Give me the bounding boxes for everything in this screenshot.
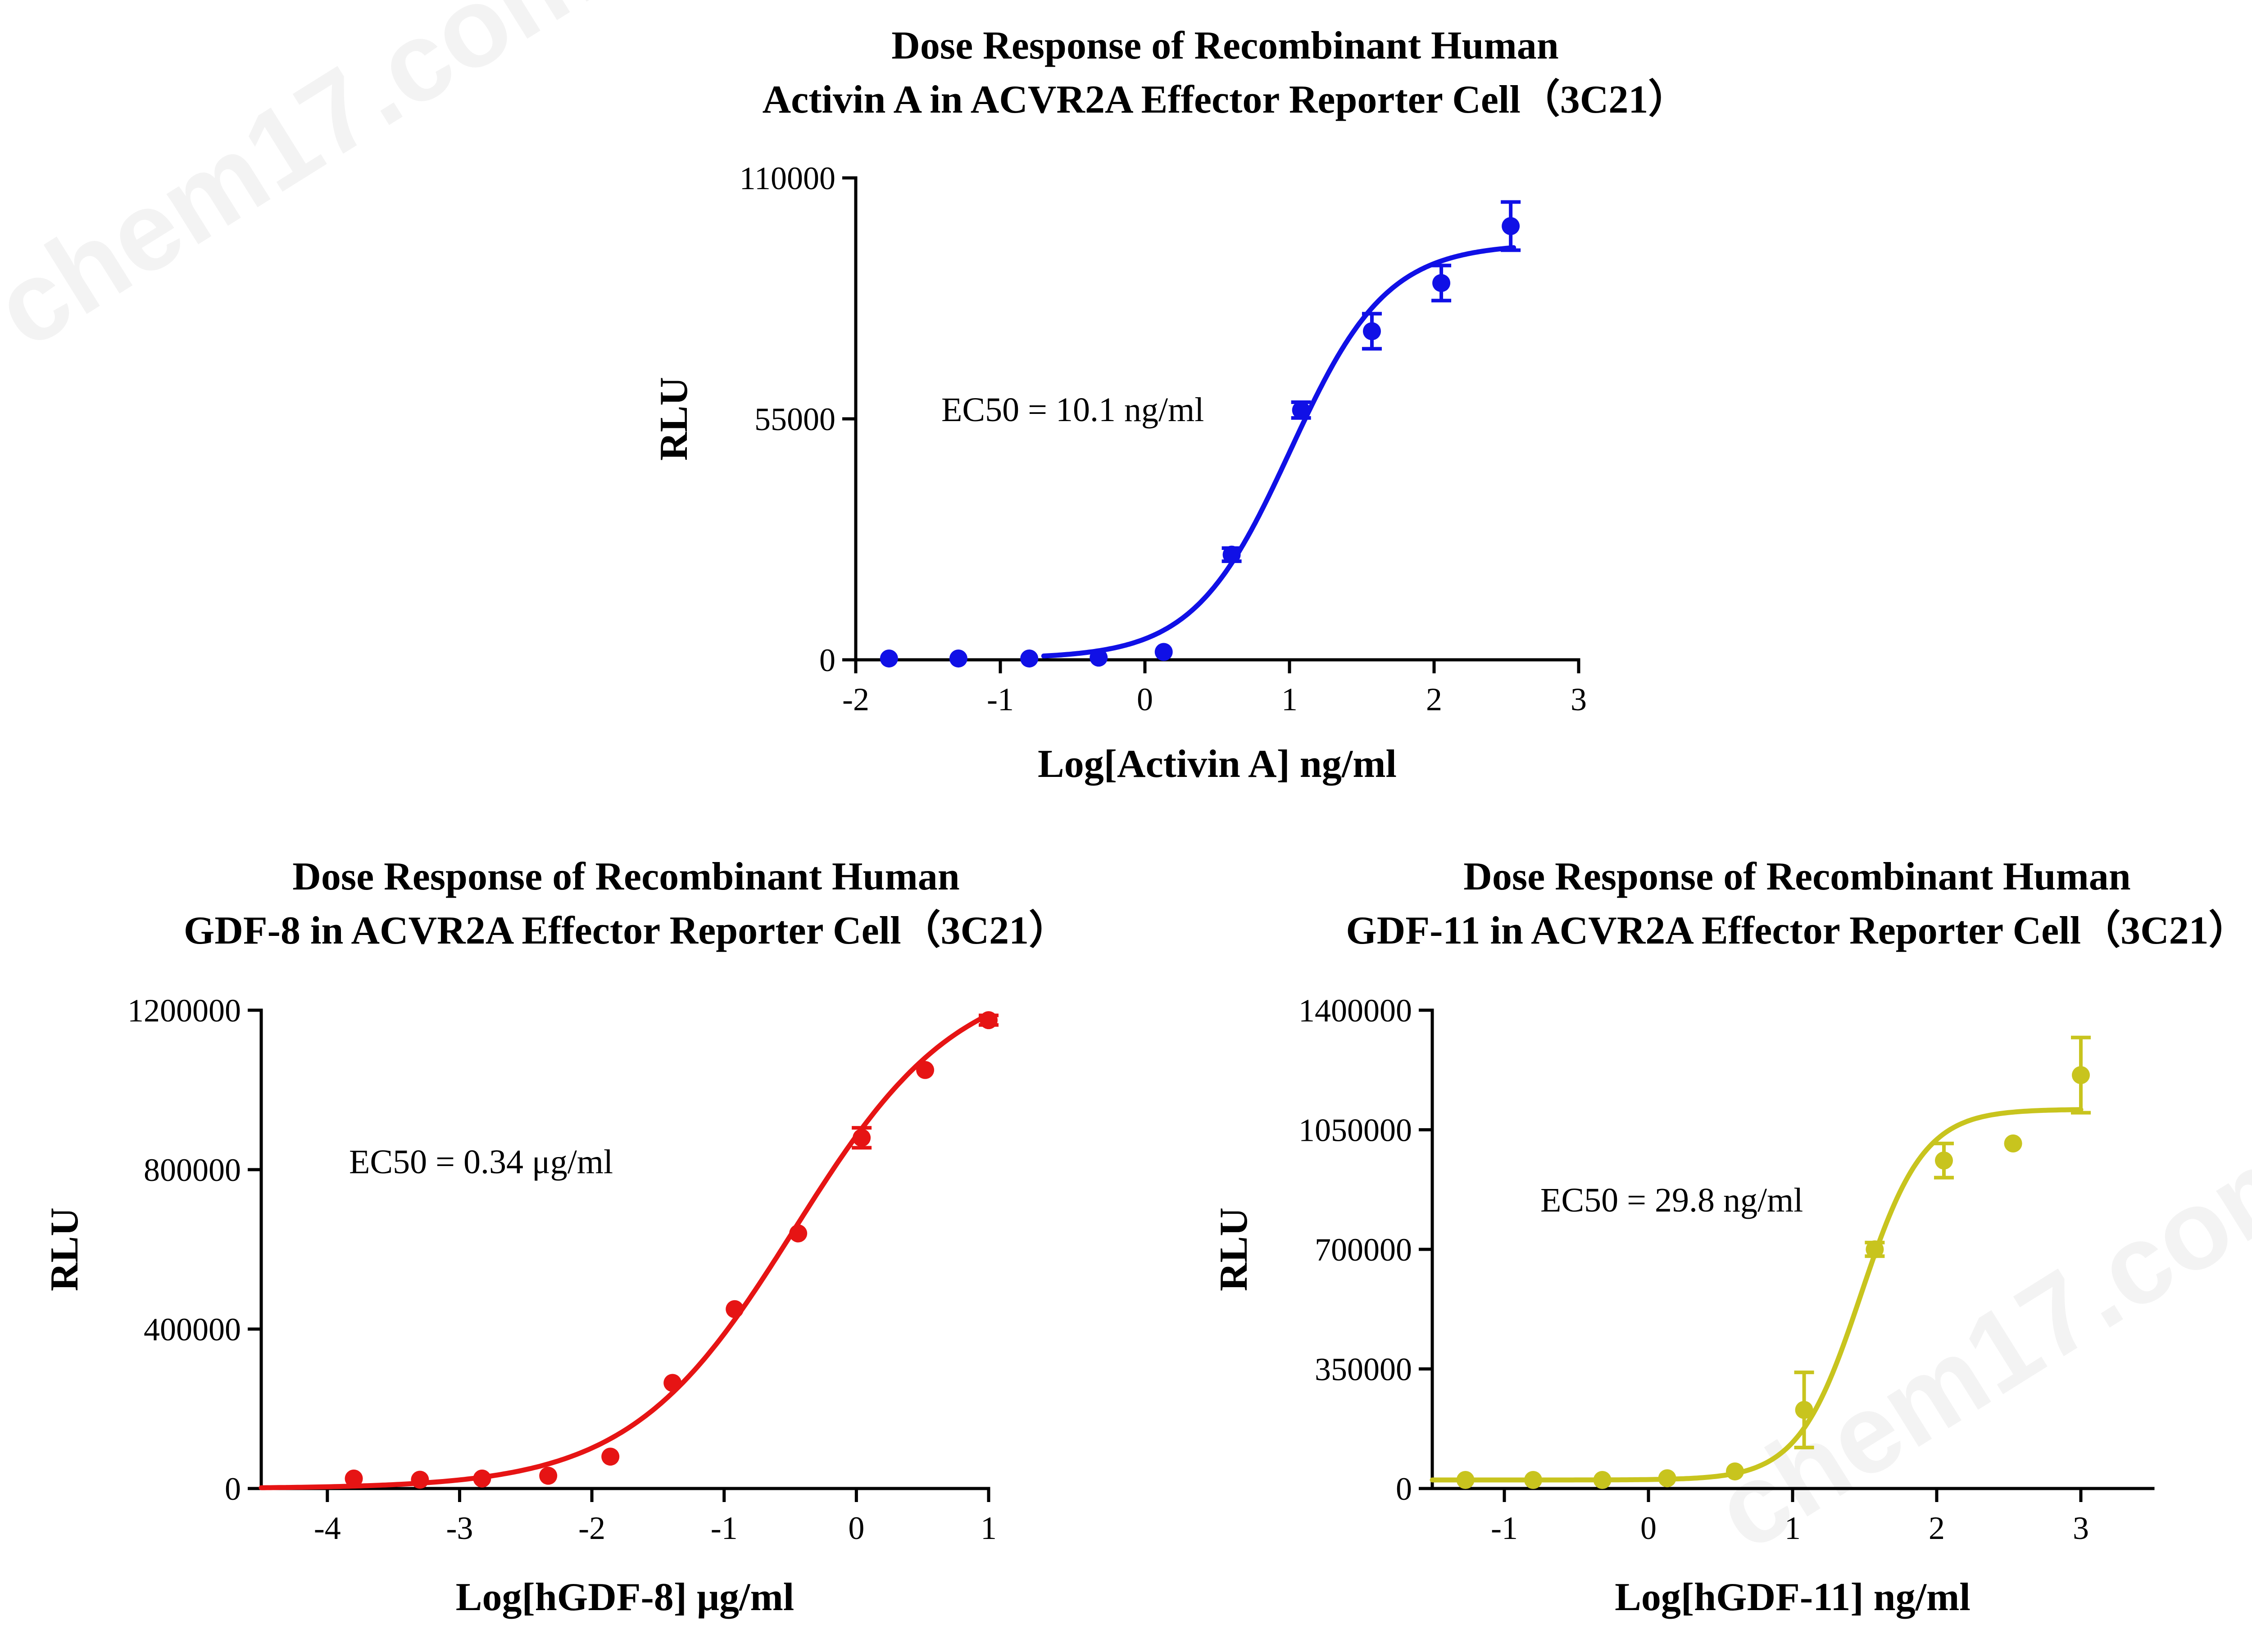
data-point xyxy=(2072,1066,2090,1085)
data-point xyxy=(601,1448,620,1466)
data-point xyxy=(1432,274,1451,292)
y-tick-label: 400000 xyxy=(144,1312,241,1348)
chart-title-line: Dose Response of Recombinant Human xyxy=(1463,855,2130,899)
x-tick-label: 0 xyxy=(848,1510,864,1546)
chart-title-line: GDF-8 in ACVR2A Effector Reporter Cell（3… xyxy=(184,909,1068,953)
x-tick-label: 1 xyxy=(981,1510,997,1546)
data-point xyxy=(1593,1471,1612,1489)
x-tick-label: -4 xyxy=(314,1510,341,1546)
x-axis-label: Log[Activin A] ng/ml xyxy=(1038,742,1397,786)
y-tick-label: 0 xyxy=(225,1471,241,1507)
y-tick-label: 0 xyxy=(1396,1471,1412,1507)
data-point xyxy=(853,1129,871,1147)
y-tick-label: 55000 xyxy=(754,401,835,437)
data-point xyxy=(916,1061,935,1079)
data-point xyxy=(1090,649,1108,667)
y-tick-label: 1050000 xyxy=(1299,1112,1412,1148)
data-point xyxy=(1154,643,1173,661)
data-point xyxy=(1935,1151,1953,1170)
chart-title-line: Dose Response of Recombinant Human xyxy=(292,855,959,899)
watermark-layer: chem17.com chem17.com xyxy=(0,0,2252,1574)
chart-panel-gdf-11: Dose Response of Recombinant Human GDF-11… xyxy=(1212,855,2248,1619)
x-axis-label: Log[hGDF-11] ng/ml xyxy=(1615,1575,1970,1619)
data-point xyxy=(2004,1134,2022,1153)
x-tick-label: -1 xyxy=(1491,1510,1518,1546)
x-tick-label: -1 xyxy=(711,1510,738,1546)
y-tick-label: 1200000 xyxy=(127,993,241,1029)
data-point xyxy=(1222,545,1241,564)
x-tick-label: 1 xyxy=(1281,681,1298,717)
data-point xyxy=(789,1224,808,1243)
data-point xyxy=(1795,1401,1813,1419)
data-point xyxy=(1456,1471,1475,1489)
fit-curve xyxy=(259,1012,991,1490)
chart-panel-activin-a: Dose Response of Recombinant Human Activi… xyxy=(652,24,1688,786)
y-axis-label: RLU xyxy=(43,1207,86,1291)
data-point xyxy=(345,1469,363,1488)
x-tick-label: 2 xyxy=(1929,1510,1945,1546)
ec50-annotation: EC50 = 0.34 μg/ml xyxy=(349,1143,613,1181)
chart-title-line: Activin A in ACVR2A Effector Reporter Ce… xyxy=(763,78,1688,122)
data-point xyxy=(411,1470,429,1489)
axes: -4 -3 -2 -1 0 1 0 400000 800000 1200000 xyxy=(127,993,997,1546)
watermark-top-left: chem17.com xyxy=(0,0,618,372)
data-point xyxy=(1020,649,1039,668)
x-tick-label: 1 xyxy=(1784,1510,1801,1546)
y-tick-label: 350000 xyxy=(1315,1352,1412,1388)
y-axis-label: RLU xyxy=(1212,1207,1256,1291)
data-point xyxy=(1524,1471,1542,1489)
data-point xyxy=(726,1300,744,1318)
x-tick-label: -3 xyxy=(446,1510,473,1546)
axes: -1 0 1 2 3 0 350000 700000 1050000 1400000 xyxy=(1299,993,2155,1546)
data-point xyxy=(949,649,967,668)
x-tick-label: -1 xyxy=(987,681,1014,717)
data-point xyxy=(880,649,898,668)
x-tick-label: 2 xyxy=(1426,681,1442,717)
chart-title-line: GDF-11 in ACVR2A Effector Reporter Cell（… xyxy=(1346,909,2248,953)
data-point xyxy=(1658,1469,1676,1488)
x-tick-label: 3 xyxy=(1571,681,1587,717)
y-tick-label: 700000 xyxy=(1315,1232,1412,1268)
data-point xyxy=(1362,322,1381,340)
y-tick-label: 800000 xyxy=(144,1152,241,1188)
data-point xyxy=(473,1469,491,1488)
data-point xyxy=(980,1011,998,1030)
x-tick-label: -2 xyxy=(578,1510,605,1546)
data-point xyxy=(1502,217,1520,235)
chart-title-line: Dose Response of Recombinant Human xyxy=(891,24,1558,68)
y-axis-label: RLU xyxy=(652,377,696,461)
watermark-bottom-right: chem17.com xyxy=(1694,1106,2252,1574)
data-point xyxy=(663,1374,682,1392)
data-point xyxy=(1726,1462,1744,1481)
y-tick-label: 110000 xyxy=(740,160,835,196)
x-tick-label: 0 xyxy=(1640,1510,1657,1546)
data-point xyxy=(539,1466,558,1485)
axes: -2 -1 0 1 2 3 0 55000 110000 xyxy=(740,160,1587,717)
chart-panel-gdf-8: Dose Response of Recombinant Human GDF-8 … xyxy=(43,855,1068,1619)
y-tick-label: 1400000 xyxy=(1299,993,1412,1029)
data-point xyxy=(1292,401,1310,419)
x-tick-label: 0 xyxy=(1137,681,1153,717)
x-axis-label: Log[hGDF-8] μg/ml xyxy=(456,1575,794,1619)
fit-curve xyxy=(1041,245,1516,658)
x-tick-label: -2 xyxy=(842,681,869,717)
y-tick-label: 0 xyxy=(819,642,835,678)
x-tick-label: 3 xyxy=(2073,1510,2089,1546)
ec50-annotation: EC50 = 29.8 ng/ml xyxy=(1540,1181,1803,1219)
ec50-annotation: EC50 = 10.1 ng/ml xyxy=(941,391,1204,429)
data-point xyxy=(1866,1240,1884,1258)
